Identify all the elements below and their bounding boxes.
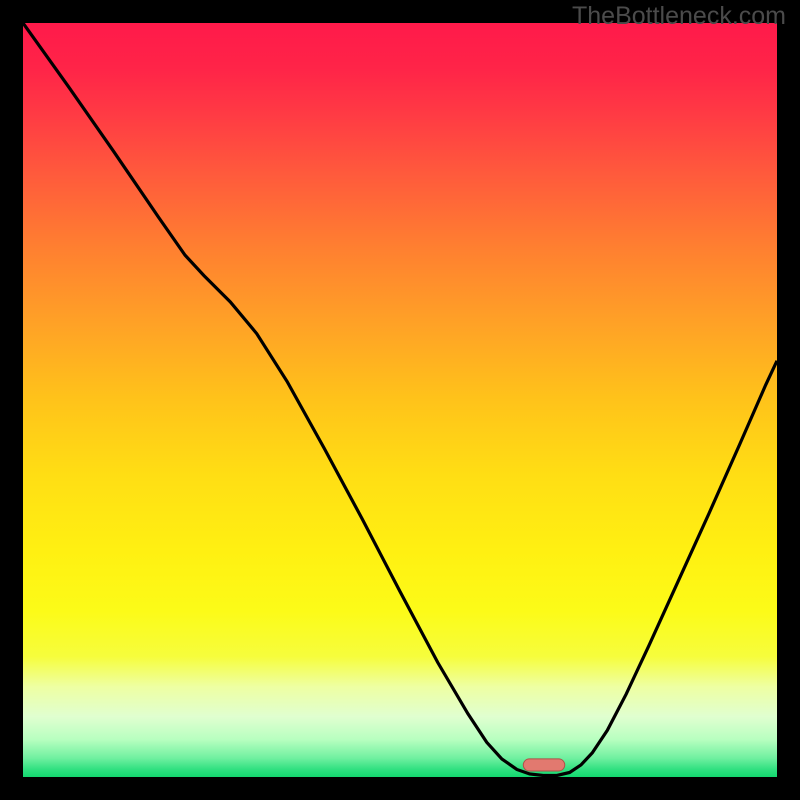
optimum-marker [523, 759, 564, 771]
gradient-background [23, 23, 777, 777]
watermark-text: TheBottleneck.com [572, 2, 786, 31]
chart-frame: TheBottleneck.com [0, 0, 800, 800]
bottleneck-curve-svg [23, 23, 777, 777]
plot-area [23, 23, 777, 777]
